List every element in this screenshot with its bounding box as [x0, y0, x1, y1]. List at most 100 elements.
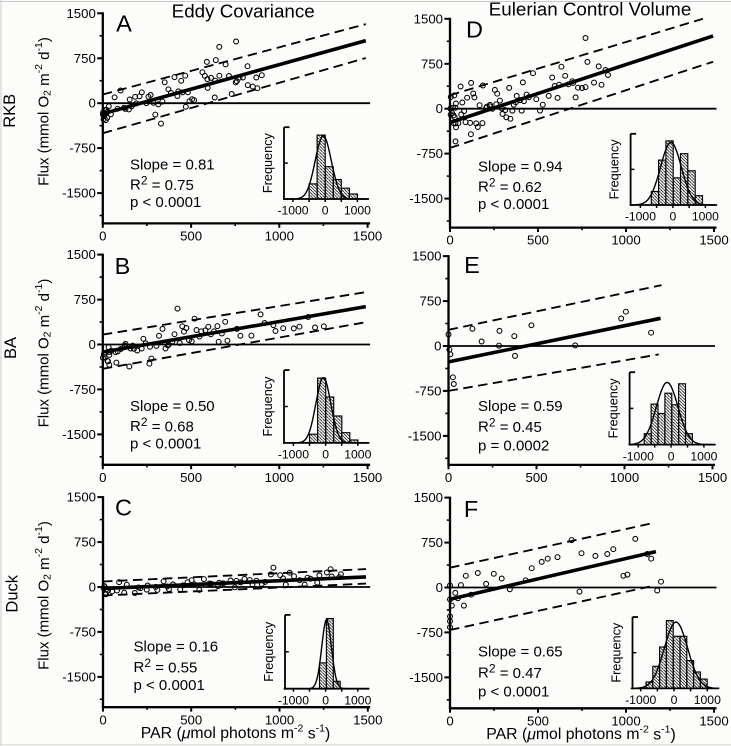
svg-text:1500: 1500: [353, 470, 382, 485]
svg-text:500: 500: [527, 233, 549, 248]
svg-text:0: 0: [436, 580, 443, 595]
svg-text:Eddy Covariance: Eddy Covariance: [172, 0, 315, 21]
svg-text:1500: 1500: [699, 713, 728, 728]
svg-text:Frequency: Frequency: [262, 621, 276, 682]
svg-text:Frequency: Frequency: [610, 622, 624, 683]
svg-text:750: 750: [421, 535, 443, 550]
svg-text:Eulerian Control Volume: Eulerian Control Volume: [489, 0, 692, 20]
svg-text:-1000: -1000: [277, 204, 308, 218]
svg-text:Slope = 0.81: Slope = 0.81: [130, 156, 215, 173]
svg-text:0: 0: [89, 580, 96, 595]
svg-text:Frequency: Frequency: [261, 376, 275, 437]
svg-text:p = 0.0002: p = 0.0002: [478, 438, 549, 455]
svg-text:0: 0: [445, 470, 452, 485]
svg-text:0: 0: [88, 337, 95, 352]
svg-text:1500: 1500: [699, 233, 728, 248]
svg-text:1000: 1000: [692, 210, 719, 224]
svg-text:Frequency: Frequency: [608, 139, 622, 200]
svg-text:0: 0: [99, 470, 106, 485]
svg-text:750: 750: [419, 294, 441, 309]
svg-text:750: 750: [421, 56, 443, 71]
svg-text:Flux (mmol O2 m-2 d-1): Flux (mmol O2 m-2 d-1): [33, 521, 54, 670]
svg-text:1000: 1000: [265, 712, 294, 727]
svg-text:0: 0: [88, 96, 95, 111]
svg-text:0: 0: [322, 693, 329, 707]
svg-text:-750: -750: [415, 383, 441, 398]
svg-text:p < 0.0001: p < 0.0001: [478, 196, 549, 213]
svg-text:Frequency: Frequency: [607, 378, 621, 439]
svg-text:1000: 1000: [344, 693, 371, 707]
svg-text:1000: 1000: [611, 233, 640, 248]
svg-text:PAR (μmol photons m-2 s-1): PAR (μmol photons m-2 s-1): [141, 723, 330, 743]
svg-text:R2 = 0.68: R2 = 0.68: [130, 415, 194, 435]
svg-text:1500: 1500: [67, 490, 96, 505]
svg-text:RKB: RKB: [1, 94, 19, 128]
svg-text:-1000: -1000: [278, 448, 309, 462]
svg-text:R2 = 0.47: R2 = 0.47: [478, 662, 542, 682]
svg-text:-1500: -1500: [409, 191, 443, 206]
svg-text:-750: -750: [70, 624, 96, 639]
svg-text:750: 750: [74, 292, 96, 307]
svg-text:B: B: [115, 253, 131, 279]
svg-text:R2 = 0.62: R2 = 0.62: [478, 176, 542, 196]
svg-text:1000: 1000: [265, 470, 294, 485]
svg-text:Duck: Duck: [3, 574, 21, 612]
svg-text:-1500: -1500: [409, 670, 443, 685]
svg-text:-750: -750: [417, 146, 443, 161]
svg-text:Slope = 0.94: Slope = 0.94: [478, 158, 563, 175]
svg-text:p < 0.0001: p < 0.0001: [130, 194, 201, 211]
svg-text:0: 0: [322, 204, 329, 218]
svg-text:-1500: -1500: [62, 186, 96, 201]
svg-text:Flux (mmol O2 m-2 d-1): Flux (mmol O2 m-2 d-1): [33, 37, 54, 186]
svg-text:1000: 1000: [690, 449, 717, 463]
svg-text:1000: 1000: [265, 229, 294, 244]
svg-text:C: C: [115, 495, 132, 521]
svg-text:1000: 1000: [610, 470, 639, 485]
svg-text:0: 0: [99, 712, 106, 727]
svg-text:E: E: [464, 252, 480, 278]
svg-text:750: 750: [74, 51, 96, 66]
svg-text:Slope = 0.50: Slope = 0.50: [130, 398, 215, 415]
svg-text:-1000: -1000: [278, 693, 309, 707]
svg-text:F: F: [464, 496, 478, 522]
svg-text:1000: 1000: [344, 204, 371, 218]
svg-text:-750: -750: [69, 382, 95, 397]
svg-text:Slope = 0.65: Slope = 0.65: [478, 644, 563, 661]
svg-text:0: 0: [322, 448, 329, 462]
svg-text:-1500: -1500: [62, 669, 96, 684]
svg-text:Frequency: Frequency: [261, 132, 275, 193]
svg-text:500: 500: [525, 470, 547, 485]
svg-text:1500: 1500: [414, 11, 443, 26]
svg-text:0: 0: [434, 339, 441, 354]
svg-text:1000: 1000: [694, 693, 721, 707]
svg-text:-1000: -1000: [625, 693, 656, 707]
svg-text:-1500: -1500: [62, 427, 96, 442]
svg-text:500: 500: [180, 712, 202, 727]
svg-text:D: D: [466, 16, 483, 42]
svg-text:0: 0: [446, 713, 453, 728]
svg-text:R2 = 0.75: R2 = 0.75: [130, 174, 194, 194]
svg-text:-750: -750: [69, 141, 95, 156]
svg-text:p < 0.0001: p < 0.0001: [478, 684, 549, 701]
svg-text:-1000: -1000: [625, 210, 656, 224]
svg-text:Slope = 0.59: Slope = 0.59: [478, 398, 563, 415]
svg-text:0: 0: [668, 449, 675, 463]
svg-text:1500: 1500: [353, 712, 382, 727]
svg-text:500: 500: [527, 713, 549, 728]
svg-text:Slope = 0.16: Slope = 0.16: [134, 639, 219, 656]
svg-text:0: 0: [99, 229, 106, 244]
svg-text:1500: 1500: [414, 490, 443, 505]
svg-text:R2 = 0.55: R2 = 0.55: [134, 656, 198, 676]
svg-text:750: 750: [74, 535, 96, 550]
svg-text:1500: 1500: [66, 247, 95, 262]
svg-text:R2 = 0.45: R2 = 0.45: [478, 416, 542, 436]
svg-text:1500: 1500: [353, 229, 382, 244]
svg-text:1000: 1000: [611, 713, 640, 728]
svg-text:1500: 1500: [698, 470, 727, 485]
svg-text:p < 0.0001: p < 0.0001: [134, 677, 205, 694]
svg-text:0: 0: [436, 101, 443, 116]
svg-text:0: 0: [446, 233, 453, 248]
svg-text:-1500: -1500: [408, 428, 442, 443]
svg-text:A: A: [116, 11, 132, 37]
svg-text:0: 0: [670, 210, 677, 224]
